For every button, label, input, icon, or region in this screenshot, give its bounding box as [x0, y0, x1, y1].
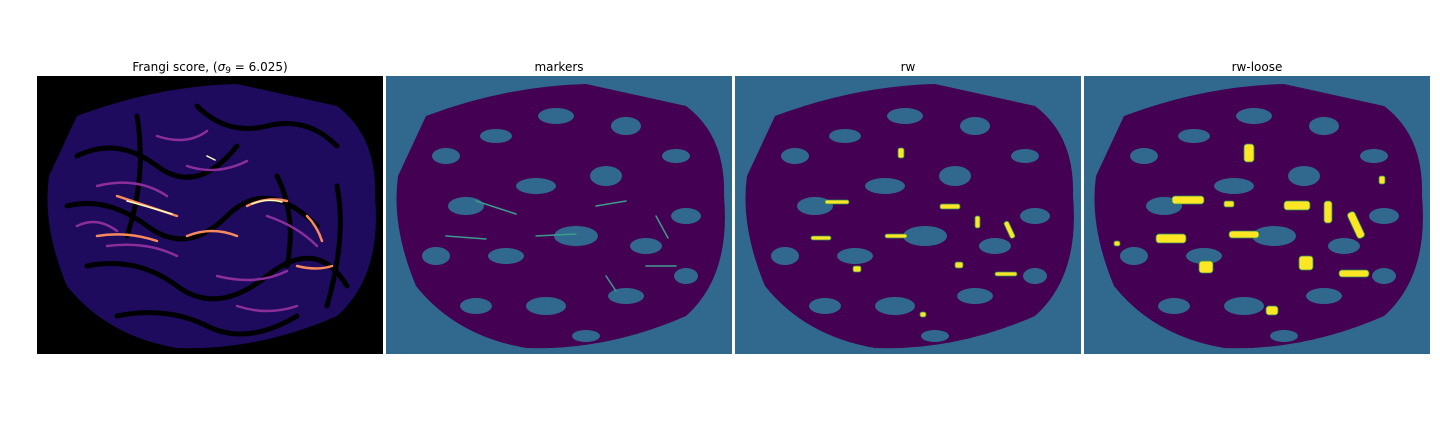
- panel-title-rw: rw: [900, 60, 916, 74]
- rw-svg: [735, 76, 1081, 354]
- frangi-score-svg: [37, 76, 383, 354]
- panel-title-rw-loose: rw-loose: [1231, 60, 1283, 74]
- rw-image: [735, 76, 1081, 354]
- markers-image: [386, 76, 732, 354]
- rw-loose-image: [1084, 76, 1430, 354]
- frangi-score-image: [37, 76, 383, 354]
- panel-title-markers: markers: [534, 60, 584, 74]
- rw-loose-svg: [1084, 76, 1430, 354]
- markers-svg: [386, 76, 732, 354]
- panel-title-frangi: Frangi score, (σ9 = 6.025): [132, 60, 288, 76]
